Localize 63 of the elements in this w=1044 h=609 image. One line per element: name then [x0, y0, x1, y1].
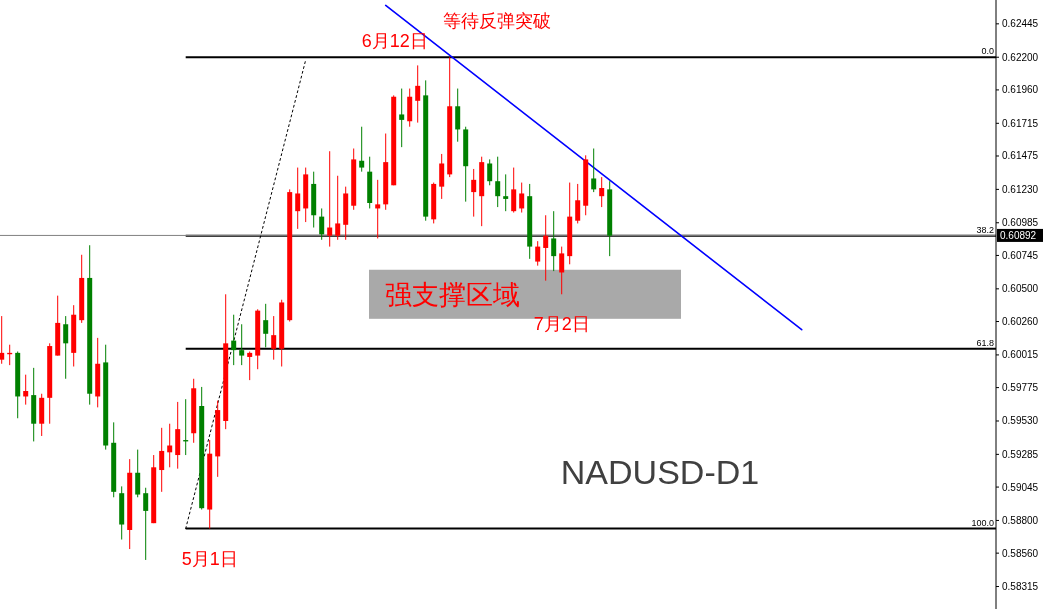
y-tick-label: 0.61230: [1002, 183, 1039, 195]
candlestick: [319, 207, 325, 241]
y-tick-label: 0.61475: [1002, 150, 1039, 162]
y-tick-label: 0.58315: [1002, 581, 1039, 593]
candlestick: [0, 315, 5, 365]
y-tick-label: 0.60015: [1002, 349, 1039, 361]
candlestick: [247, 351, 253, 381]
candlestick: [471, 168, 477, 218]
candlestick: [559, 246, 565, 295]
annotation: 0.0: [981, 46, 994, 57]
candlestick: [231, 314, 237, 366]
candlestick: [535, 240, 541, 267]
annotation: 38.2: [976, 224, 994, 235]
candlestick: [455, 88, 461, 143]
candlestick: [439, 153, 445, 200]
annotation: 7月2日: [533, 314, 590, 335]
band-label: 强支撑区域: [385, 280, 520, 311]
candlestick: [399, 88, 405, 148]
candlestick: [519, 182, 525, 214]
candlestick: [375, 179, 381, 239]
y-tick-label: 0.60260: [1002, 316, 1039, 328]
ref-line-label: 0.60892: [1000, 230, 1037, 242]
annotation: 100.0: [971, 517, 994, 528]
y-tick-label: 0.61960: [1002, 84, 1039, 96]
annotation: 等待反弹突破: [443, 11, 551, 31]
candlestick: [327, 150, 333, 248]
candlestick: [239, 323, 245, 366]
candlestick: [159, 427, 165, 493]
y-tick-label: 0.58560: [1002, 547, 1039, 559]
candlestick: [487, 158, 493, 186]
candlestick: [575, 183, 581, 224]
candlestick: [503, 173, 509, 212]
candlestick: [263, 303, 269, 348]
candlestick: [495, 156, 501, 208]
y-tick-label: 0.59775: [1002, 382, 1039, 394]
annotation: 5月1日: [181, 548, 238, 569]
candlestick: [359, 126, 365, 173]
candlestick: [271, 315, 277, 361]
candlestick: [543, 214, 549, 282]
candlestick: [551, 210, 557, 272]
y-tick-label: 0.62200: [1002, 51, 1039, 63]
candlestick: [599, 176, 605, 208]
candlestick: [295, 167, 301, 230]
annotation: 6月12日: [361, 31, 428, 52]
y-tick-label: 0.59285: [1002, 448, 1039, 460]
text: NADUSD-D1: [560, 453, 760, 491]
y-tick-label: 0.58800: [1002, 514, 1039, 526]
y-tick-label: 0.59530: [1002, 415, 1039, 427]
y-tick-label: 0.60745: [1002, 249, 1039, 261]
y-tick-label: 0.60985: [1002, 217, 1039, 229]
y-tick-label: 0.61715: [1002, 117, 1039, 129]
annotation: 61.8: [976, 337, 994, 348]
candlestick: [63, 315, 69, 380]
candlestick: [143, 487, 149, 561]
candlestick: [335, 175, 341, 241]
candlestick: [415, 64, 421, 124]
candlestick: [511, 167, 517, 214]
y-tick-label: 0.62445: [1002, 18, 1039, 30]
y-tick-label: 0.59045: [1002, 481, 1039, 493]
candlestick: [23, 374, 29, 406]
y-tick-label: 0.60500: [1002, 283, 1039, 295]
candlestick: [591, 148, 597, 193]
candlestick: [135, 449, 141, 498]
